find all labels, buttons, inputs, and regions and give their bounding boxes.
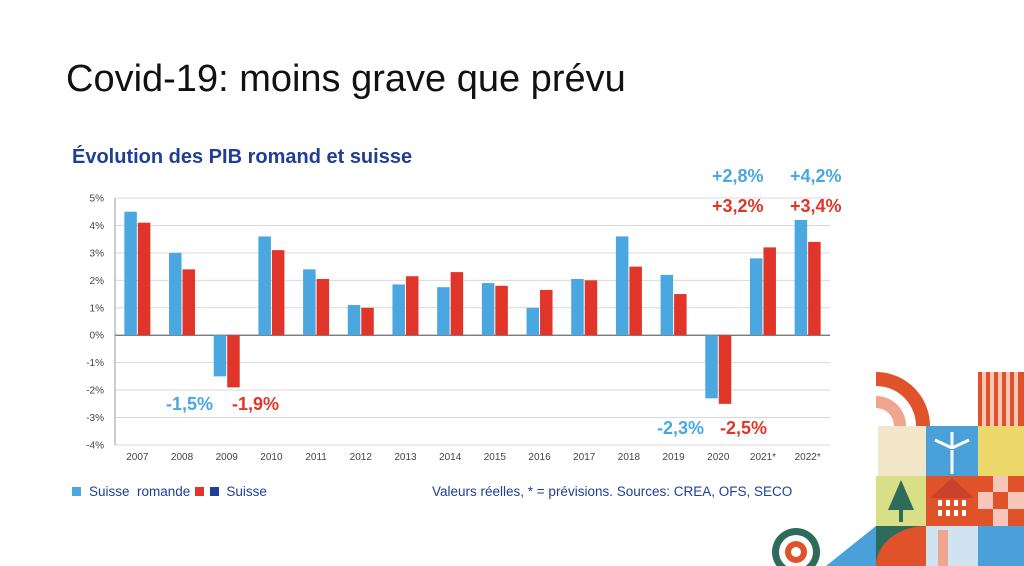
x-tick-label: 2016	[528, 452, 551, 463]
x-tick-label: 2019	[662, 452, 685, 463]
annotation-2022-suisse: +3,4%	[790, 196, 842, 216]
bar-suisse-2020	[718, 335, 732, 404]
x-tick-label: 2012	[350, 452, 373, 463]
legend-label-romande: Suisse romande	[89, 484, 191, 499]
bar-suisse-2009	[227, 335, 240, 388]
y-tick-label: 2%	[90, 276, 105, 287]
legend-label-suisse: Suisse	[226, 484, 267, 499]
y-tick-label: -3%	[86, 413, 104, 424]
legend-swatch-suisse-navy	[210, 487, 220, 496]
y-tick-label: 0%	[90, 331, 105, 342]
x-tick-label: 2007	[126, 452, 149, 463]
y-tick-label: -4%	[86, 441, 104, 452]
bar-suisse-romande-2008	[169, 252, 182, 336]
bar-suisse-2012	[361, 307, 374, 336]
bar-suisse-2016	[540, 289, 553, 336]
x-tick-label: 2011	[305, 452, 327, 463]
y-tick-label: 4%	[90, 221, 105, 232]
annotation-2020-suisse: -2,5%	[720, 418, 768, 438]
house-icon	[930, 478, 974, 498]
bar-suisse-2017	[584, 280, 598, 336]
x-tick-label: 2015	[484, 452, 507, 463]
bar-suisse-2011	[316, 278, 330, 336]
y-tick-label: -2%	[86, 386, 104, 397]
bar-suisse-2010	[271, 250, 285, 336]
arc-decoration	[876, 372, 930, 426]
annotation-2009-suisse: -1,9%	[232, 394, 280, 414]
bar-suisse-2013	[405, 276, 419, 336]
annotation-2021-suisse: +3,2%	[712, 196, 764, 216]
tree-icon	[888, 480, 914, 510]
bar-suisse-romande-2011	[303, 269, 316, 336]
x-tick-label: 2009	[216, 452, 239, 463]
y-tick-label: -1%	[86, 358, 104, 369]
bar-suisse-romande-2013	[392, 284, 405, 336]
legend: Suisse romande Suisse	[72, 484, 267, 499]
bar-suisse-2021	[763, 247, 776, 336]
x-tick-label: 2017	[573, 452, 596, 463]
y-tick-label: 3%	[90, 248, 105, 259]
bar-suisse-2019	[674, 294, 687, 336]
bar-suisse-romande-2018	[615, 236, 629, 336]
bar-suisse-romande-2009	[213, 335, 227, 377]
bar-suisse-2008	[182, 269, 196, 336]
arc-decoration-inner	[876, 396, 906, 426]
bar-suisse-2018	[629, 266, 642, 336]
source-note: Valeurs réelles, * = prévisions. Sources…	[432, 484, 793, 499]
bar-suisse-romande-2020	[705, 335, 718, 399]
bar-suisse-romande-2010	[258, 236, 271, 336]
x-tick-label: 2018	[618, 452, 641, 463]
target-icon	[772, 528, 820, 566]
x-tick-label: 2013	[394, 452, 417, 463]
bar-suisse-romande-2022	[794, 219, 808, 336]
slide-title: Covid-19: moins grave que prévu	[66, 58, 626, 100]
x-tick-label: 2008	[171, 452, 194, 463]
x-tick-label: 2021*	[750, 452, 776, 463]
bar-suisse-romande-2007	[124, 211, 137, 336]
bar-suisse-romande-2017	[571, 278, 584, 336]
bar-suisse-romande-2021	[749, 258, 763, 336]
bar-suisse-romande-2014	[437, 287, 450, 336]
x-tick-label: 2022*	[795, 452, 821, 463]
legend-swatch-romande	[72, 487, 81, 496]
x-tick-label: 2014	[439, 452, 462, 463]
annotation-2020-romande: -2,3%	[657, 418, 705, 438]
bar-suisse-2015	[495, 285, 508, 336]
legend-swatch-suisse-red	[195, 487, 205, 496]
bar-suisse-romande-2012	[347, 305, 361, 336]
bar-suisse-romande-2019	[660, 274, 674, 336]
x-tick-label: 2010	[260, 452, 283, 463]
chart-title: Évolution des PIB romand et suisse	[72, 146, 413, 168]
bar-suisse-2007	[137, 222, 151, 336]
y-tick-label: 5%	[90, 194, 105, 205]
x-tick-label: 2020	[707, 452, 730, 463]
bar-suisse-romande-2016	[526, 307, 540, 336]
bar-suisse-2014	[450, 272, 464, 336]
annotation-2021-romande: +2,8%	[712, 166, 764, 186]
bar-suisse-2022	[808, 241, 821, 336]
bar-suisse-romande-2015	[481, 283, 495, 336]
y-tick-label: 1%	[90, 303, 105, 314]
annotation-2022-romande: +4,2%	[790, 166, 842, 186]
annotation-2009-romande: -1,5%	[166, 394, 214, 414]
